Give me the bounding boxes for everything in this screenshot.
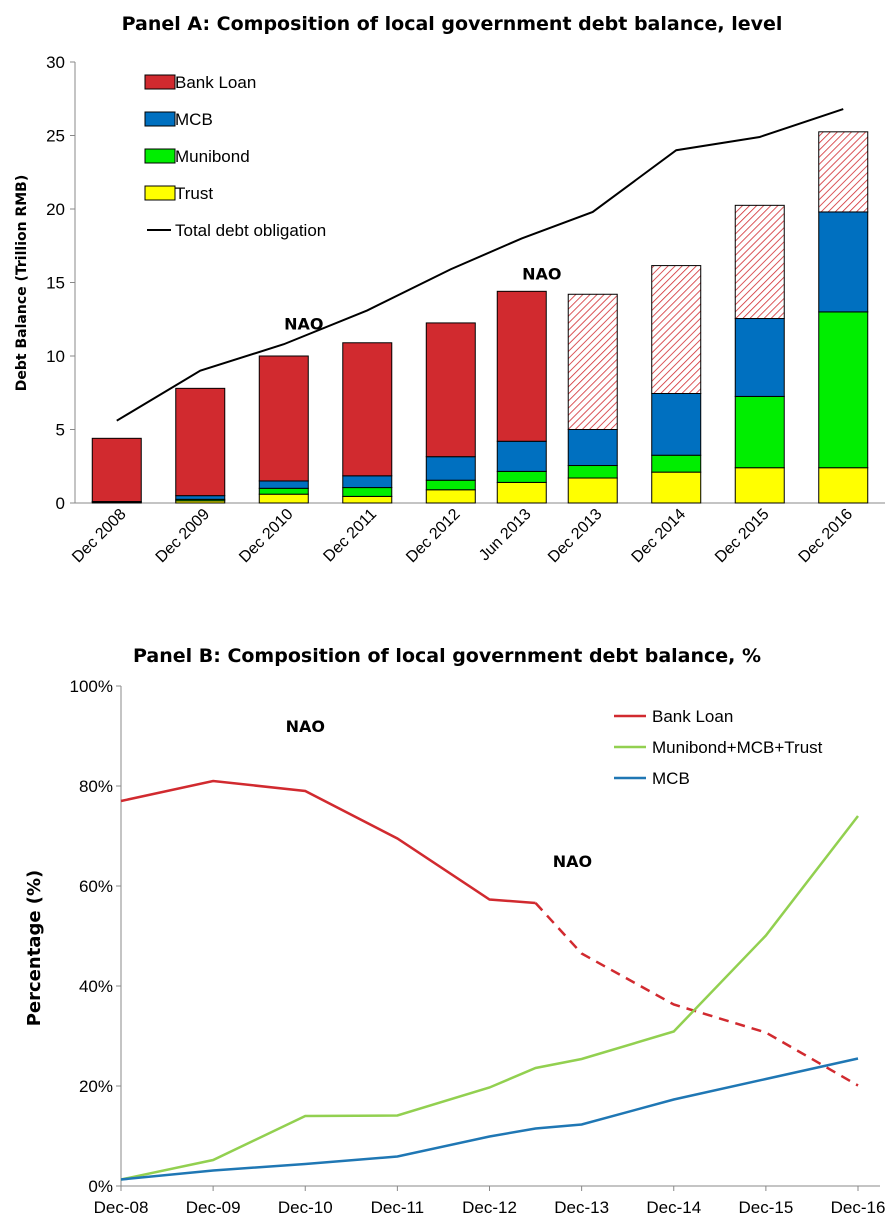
- panel-a-bar-trust: [258, 493, 309, 504]
- panel-b-legend-label: Munibond+MCB+Trust: [652, 738, 823, 757]
- panel-a-legend-swatch: [144, 148, 176, 164]
- panel-a-y-tick-label: 10: [46, 347, 65, 366]
- panel-a-x-tick-label: Dec 2008: [69, 506, 130, 567]
- panel-a-x-tick-label: Dec 2015: [712, 506, 773, 567]
- panel-a-bar-munibond: [425, 479, 476, 491]
- panel-a-bar-mcb: [651, 392, 702, 456]
- panel-b-y-axis-label: Percentage (%): [24, 870, 45, 1027]
- panel-b-legend-label: Bank Loan: [652, 707, 733, 726]
- panel-b-y-tick-label: 0%: [88, 1177, 113, 1196]
- panel-a-x-tick-label: Dec 2014: [629, 506, 690, 567]
- panel-a-bar-mcb: [175, 495, 226, 500]
- panel-a-bar-mcb: [496, 440, 547, 472]
- panel-a-legend-swatch: [144, 185, 176, 201]
- panel-a-bar-bank-loan: [567, 293, 618, 431]
- panel-b-title: Panel B: Composition of local government…: [133, 645, 761, 667]
- panel-a-bar-trust: [425, 489, 476, 504]
- panel-b-x-tick-label: Dec-13: [554, 1198, 609, 1217]
- panel-a-bar-mcb: [258, 480, 309, 489]
- panel-a-nao-annotation: NAO: [522, 265, 561, 284]
- panel-a-y-tick-label: 30: [46, 53, 65, 72]
- panel-a-bar-munibond: [818, 311, 869, 469]
- panel-a-bar-bank-loan: [734, 204, 785, 320]
- panel-a-legend-label: MCB: [175, 110, 213, 129]
- panel-a-y-axis-label: Debt Balance (Trillion RMB): [14, 175, 30, 391]
- panel-b-y-tick-label: 20%: [79, 1077, 113, 1096]
- panel-a-x-tick-label: Dec 2013: [545, 506, 606, 567]
- panel-a-bar-trust: [496, 481, 547, 504]
- panel-b-nao-annotation: NAO: [286, 717, 325, 736]
- panel-b-y-tick-label: 60%: [79, 877, 113, 896]
- panel-a-x-tick-label: Dec 2016: [796, 506, 857, 567]
- panel-a-x-tick-label: Jun 2013: [476, 506, 535, 565]
- panel-a-bar-munibond: [651, 454, 702, 473]
- panel-a-bar-mcb: [818, 211, 869, 313]
- panel-b-nao-annotation: NAO: [553, 852, 592, 871]
- panel-a-bar-bank-loan: [258, 355, 309, 482]
- panel-a-bar-munibond: [496, 470, 547, 483]
- panel-a-bar-bank-loan: [342, 342, 393, 477]
- panel-a-x-tick-label: Dec 2011: [320, 506, 380, 566]
- panel-a-x-tick-label: Dec 2012: [403, 506, 464, 567]
- panel-a-y-tick-label: 25: [46, 127, 65, 146]
- panel-a-y-tick-label: 20: [46, 200, 65, 219]
- panel-a-bar-bank-loan: [496, 290, 547, 442]
- panel-a-bar-munibond: [734, 395, 785, 469]
- panel-a-title: Panel A: Composition of local government…: [122, 13, 783, 35]
- panel-a-chart: Panel A: Composition of local government…: [14, 13, 885, 567]
- panel-a-x-tick-label: Dec 2010: [236, 506, 297, 567]
- panel-b-legend-label: MCB: [652, 769, 690, 788]
- panel-b-series-bank-loan-line: [120, 779, 536, 905]
- panel-b-x-tick-label: Dec-15: [738, 1198, 793, 1217]
- panel-a-bar-bank-loan: [651, 265, 702, 394]
- panel-a-legend-swatch: [144, 74, 176, 90]
- panel-a-bar-trust: [651, 471, 702, 504]
- panel-a-bar-bank-loan: [175, 387, 226, 497]
- panel-a-bar-trust: [818, 467, 869, 504]
- panel-a-nao-annotation: NAO: [284, 315, 323, 334]
- panel-a-total-debt-line: [116, 108, 844, 422]
- panel-b-series-mcb-line: [120, 1057, 859, 1181]
- panel-b-x-tick-label: Dec-09: [186, 1198, 241, 1217]
- panel-a-bar-trust: [734, 467, 785, 504]
- panel-b-series-munibond-mcb-trust-line: [120, 815, 859, 1181]
- panel-b-chart: Panel B: Composition of local government…: [24, 645, 886, 1217]
- panel-a-bar-bank-loan: [91, 437, 142, 503]
- panel-a-bar-trust: [342, 495, 393, 504]
- panel-a-legend-label: Total debt obligation: [175, 221, 326, 240]
- panel-a-y-tick-label: 0: [56, 494, 65, 513]
- panel-b-x-tick-label: Dec-14: [646, 1198, 701, 1217]
- panel-b-y-tick-label: 100%: [70, 677, 113, 696]
- panel-b-x-tick-label: Dec-11: [371, 1198, 425, 1217]
- panel-a-bar-munibond: [342, 487, 393, 497]
- panel-b-y-tick-label: 80%: [79, 777, 113, 796]
- panel-b-y-tick-label: 40%: [79, 977, 113, 996]
- panel-a-bar-bank-loan: [818, 131, 869, 213]
- panel-a-legend-label: Munibond: [175, 147, 250, 166]
- panel-b-series-bank-loan-dashed-line: [534, 902, 859, 1087]
- panel-a-legend-label: Trust: [175, 184, 213, 203]
- panel-a-legend-label: Bank Loan: [175, 73, 256, 92]
- panel-a-bar-munibond: [258, 487, 309, 495]
- panel-a-legend-swatch: [144, 111, 176, 127]
- panel-a-bar-bank-loan: [425, 322, 476, 458]
- panel-a-bar-mcb: [425, 456, 476, 481]
- panel-b-x-tick-label: Dec-08: [94, 1198, 149, 1217]
- panel-a-y-tick-label: 15: [46, 274, 65, 293]
- panel-a-bar-trust: [567, 477, 618, 504]
- panel-a-bar-mcb: [734, 318, 785, 397]
- panel-a-bar-munibond: [567, 465, 618, 479]
- panel-a-x-tick-label: Dec 2009: [153, 506, 214, 567]
- panel-a-bar-mcb: [567, 429, 618, 467]
- panel-b-x-tick-label: Dec-12: [462, 1198, 517, 1217]
- panel-a-bar-mcb: [342, 475, 393, 489]
- panel-b-x-tick-label: Dec-10: [278, 1198, 333, 1217]
- panel-a-y-tick-label: 5: [56, 421, 65, 440]
- panel-b-x-tick-label: Dec-16: [831, 1198, 886, 1217]
